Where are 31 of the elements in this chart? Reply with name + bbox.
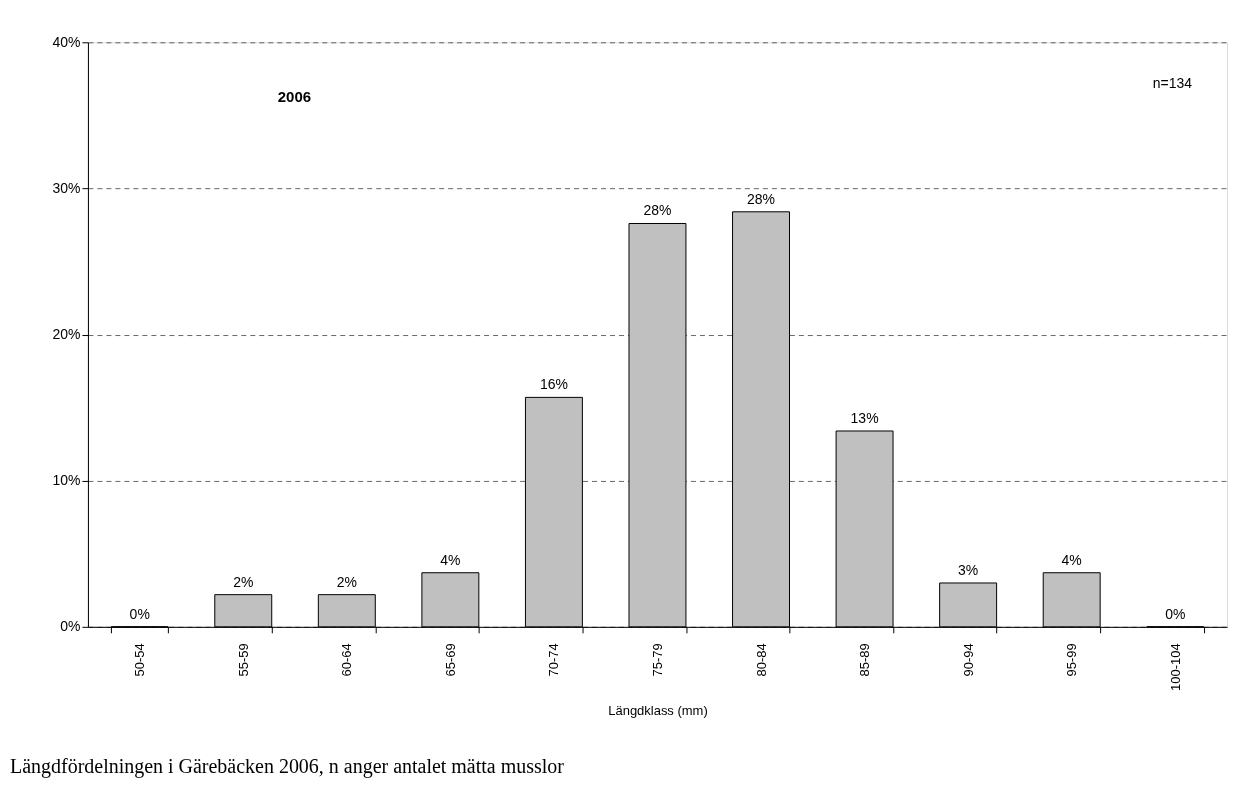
data-label: 2%	[336, 573, 357, 590]
x-tick-label: 95-99	[1064, 643, 1080, 677]
y-tick-label: 40%	[52, 33, 81, 50]
x-tick-label: 60-64	[339, 643, 355, 677]
y-tick-label: 20%	[52, 326, 81, 343]
data-label: 4%	[440, 551, 461, 568]
text: 2006	[277, 88, 312, 106]
x-axis-title: Längdklass (mm)	[608, 702, 708, 718]
data-label: 4%	[1061, 551, 1082, 568]
y-tick-label: 0%	[60, 618, 81, 635]
y-tick-label: 10%	[52, 472, 81, 489]
text: Längdfördelningen i Gärebäcken 2006, n anger antalet mätta musslor	[9, 754, 565, 778]
data-label: 28%	[747, 190, 776, 207]
data-label: 2%	[233, 573, 254, 590]
data-label: 0%	[129, 605, 150, 622]
x-tick-label: 80-84	[753, 643, 769, 677]
x-tick-label: 65-69	[442, 643, 458, 677]
x-tick-label: 75-79	[649, 643, 665, 677]
x-tick-label: 70-74	[546, 643, 562, 677]
data-label: 13%	[850, 410, 879, 426]
x-tick-label: 85-89	[857, 643, 873, 677]
data-label: 16%	[539, 376, 568, 393]
x-tick-label: 100-104	[1167, 643, 1183, 691]
x-tick-label: 90-94	[960, 643, 976, 677]
data-label: 3%	[958, 561, 979, 578]
x-tick-label: 55-59	[235, 643, 251, 677]
data-label: 28%	[643, 202, 672, 219]
data-label: 0%	[1165, 605, 1186, 622]
y-tick-label: 30%	[52, 179, 81, 196]
x-tick-label: 50-54	[132, 643, 148, 677]
annotation: n=134	[1152, 75, 1193, 92]
